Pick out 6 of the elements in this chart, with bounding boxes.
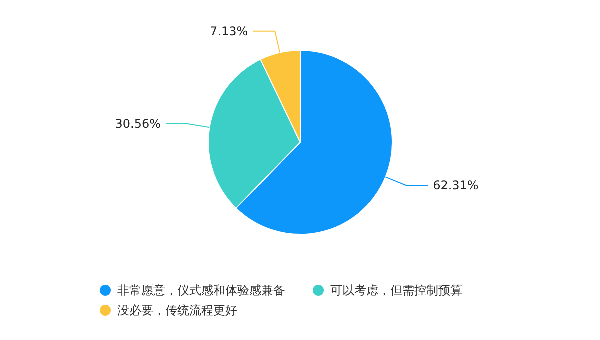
- legend-label: 可以考虑，但需控制预算: [330, 284, 462, 298]
- legend-label: 非常愿意，仪式感和体验感兼备: [118, 284, 286, 298]
- data-label: 62.31%: [433, 178, 479, 192]
- data-label: 30.56%: [115, 117, 162, 132]
- data-label: 7.13%: [210, 24, 248, 38]
- legend-label: 没必要，传统流程更好: [118, 304, 238, 318]
